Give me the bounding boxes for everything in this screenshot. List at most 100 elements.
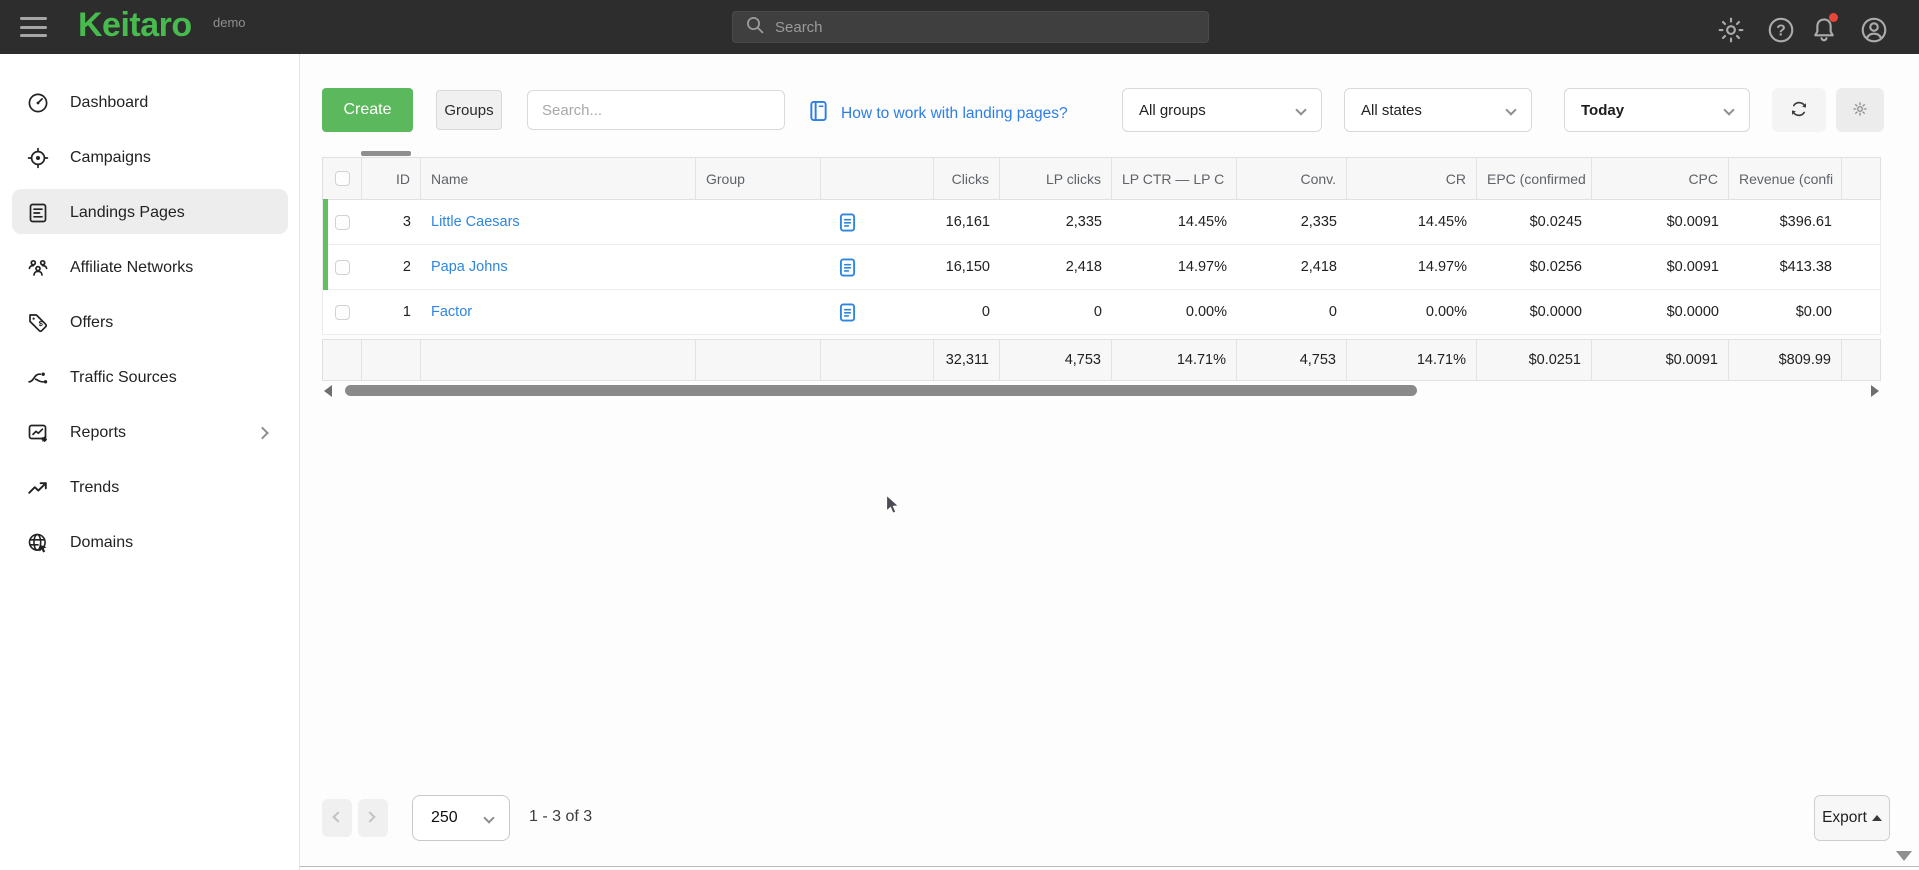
account-icon[interactable] xyxy=(1859,15,1889,45)
sidebar-item-reports[interactable]: Reports xyxy=(0,405,300,460)
demo-badge: demo xyxy=(213,15,246,30)
dashboard-icon xyxy=(26,91,50,115)
header-clicks[interactable]: Clicks xyxy=(934,158,1000,199)
export-button[interactable]: Export xyxy=(1814,795,1890,841)
sidebar-item-affiliate-networks[interactable]: Affiliate Networks xyxy=(0,240,300,295)
date-filter-value: Today xyxy=(1581,101,1625,119)
page-size-dropdown[interactable]: 250 xyxy=(412,795,510,841)
settings-gear-icon[interactable] xyxy=(1716,15,1746,45)
cell-cr: 14.97% xyxy=(1417,259,1467,275)
landing-name-link[interactable]: Papa Johns xyxy=(431,259,508,275)
cell-group xyxy=(696,200,821,244)
create-button[interactable]: Create xyxy=(322,88,413,132)
row-checkbox[interactable] xyxy=(335,214,350,230)
preview-doc-icon[interactable] xyxy=(821,290,934,334)
groups-button[interactable]: Groups xyxy=(436,90,502,130)
row-checkbox[interactable] xyxy=(335,304,350,320)
select-all-checkbox[interactable] xyxy=(334,171,350,186)
table-row: 1 Factor 0 0 0.00% 0 0.00% $0.0000 $0.00… xyxy=(322,290,1881,335)
landing-pages-table: ID Name Group Clicks LP clicks LP CTR — … xyxy=(322,157,1881,381)
sidebar-item-trends[interactable]: Trends xyxy=(0,460,300,515)
cell-group xyxy=(696,290,821,334)
chevron-down-icon xyxy=(1723,104,1735,116)
sidebar-item-campaigns[interactable]: Campaigns xyxy=(0,130,300,185)
help-link-wrap[interactable]: How to work with landing pages? xyxy=(808,99,1068,128)
cell-lp-clicks: 0 xyxy=(1093,304,1102,320)
cell-revenue: $396.61 xyxy=(1779,214,1832,230)
preview-doc-icon[interactable] xyxy=(821,245,934,289)
cell-spacer xyxy=(1842,200,1882,244)
cell-spacer xyxy=(1842,290,1882,334)
export-label: Export xyxy=(1822,809,1867,826)
cell-epc: $0.0256 xyxy=(1529,259,1582,275)
header-name[interactable]: Name xyxy=(421,158,696,199)
date-filter-dropdown[interactable]: Today xyxy=(1564,88,1750,132)
prev-page-button[interactable] xyxy=(322,799,352,837)
sidebar-item-domains[interactable]: Domains xyxy=(0,515,300,570)
hamburger-menu-icon[interactable] xyxy=(20,15,50,39)
groups-filter-dropdown[interactable]: All groups xyxy=(1122,88,1322,132)
next-page-button[interactable] xyxy=(358,799,388,837)
sidebar-item-offers[interactable]: $ Offers xyxy=(0,295,300,350)
preview-doc-icon[interactable] xyxy=(821,200,934,244)
notifications-bell-icon[interactable] xyxy=(1809,13,1839,45)
cell-lp-clicks: 2,418 xyxy=(1065,259,1102,275)
states-filter-dropdown[interactable]: All states xyxy=(1344,88,1532,132)
scrollbar-thumb[interactable] xyxy=(345,385,1417,396)
table-settings-button[interactable] xyxy=(1836,88,1884,132)
search-icon xyxy=(745,15,765,40)
header-conv[interactable]: Conv. xyxy=(1237,158,1347,199)
totals-spacer xyxy=(362,340,421,380)
svg-text:?: ? xyxy=(1776,23,1786,40)
cell-epc: $0.0000 xyxy=(1529,304,1582,320)
sidebar-item-dashboard[interactable]: Dashboard xyxy=(0,75,300,130)
landing-pages-icon xyxy=(26,201,50,225)
chevron-left-icon xyxy=(332,811,344,823)
row-checkbox[interactable] xyxy=(335,259,350,275)
cell-epc: $0.0245 xyxy=(1529,214,1582,230)
totals-lp-ctr: 14.71% xyxy=(1112,340,1237,380)
header-cr[interactable]: CR xyxy=(1347,158,1477,199)
row-status-bar xyxy=(323,199,328,245)
scroll-corner-indicator xyxy=(1896,851,1912,861)
help-icon[interactable]: ? xyxy=(1766,15,1796,45)
refresh-button[interactable] xyxy=(1772,88,1826,132)
states-filter-value: All states xyxy=(1361,101,1422,119)
column-scroll-indicator[interactable] xyxy=(361,151,411,156)
header-group[interactable]: Group xyxy=(696,158,821,199)
totals-spacer xyxy=(323,340,362,380)
cell-cr: 14.45% xyxy=(1417,214,1467,230)
global-search-input[interactable] xyxy=(775,18,1175,36)
header-revenue[interactable]: Revenue (confi xyxy=(1729,158,1842,199)
groups-filter-value: All groups xyxy=(1139,101,1206,119)
scroll-left-arrow[interactable] xyxy=(324,385,332,397)
cell-clicks: 16,161 xyxy=(945,214,990,230)
global-search[interactable] xyxy=(732,11,1209,43)
chevron-down-icon xyxy=(483,812,495,824)
header-lp-ctr[interactable]: LP CTR — LP C xyxy=(1112,158,1237,199)
notification-dot xyxy=(1829,13,1838,22)
cell-revenue: $0.00 xyxy=(1795,304,1832,320)
sidebar-item-traffic-sources[interactable]: Traffic Sources xyxy=(0,350,300,405)
cell-conv: 2,335 xyxy=(1300,214,1337,230)
sidebar-label: Campaigns xyxy=(70,148,151,166)
table-header-row: ID Name Group Clicks LP clicks LP CTR — … xyxy=(322,157,1881,200)
cell-lp-ctr: 14.45% xyxy=(1177,214,1227,230)
refresh-icon xyxy=(1788,98,1810,123)
sidebar-item-landings-pages[interactable]: Landings Pages xyxy=(0,185,300,240)
landing-name-link[interactable]: Factor xyxy=(431,304,473,320)
cell-cpc: $0.0000 xyxy=(1666,304,1719,320)
table-search-input[interactable] xyxy=(527,90,785,130)
sidebar-label: Offers xyxy=(70,313,114,331)
cell-id: 1 xyxy=(402,304,411,320)
book-icon xyxy=(808,99,829,128)
header-cpc[interactable]: CPC xyxy=(1592,158,1729,199)
header-lp-clicks[interactable]: LP clicks xyxy=(1000,158,1112,199)
scroll-right-arrow[interactable] xyxy=(1871,385,1879,397)
landing-name-link[interactable]: Little Caesars xyxy=(431,214,520,230)
cell-id: 2 xyxy=(402,259,411,275)
help-link[interactable]: How to work with landing pages? xyxy=(841,104,1068,122)
topbar: Keitaro demo ? xyxy=(0,0,1919,54)
header-id[interactable]: ID xyxy=(362,158,421,199)
header-epc[interactable]: EPC (confirmed xyxy=(1477,158,1592,199)
